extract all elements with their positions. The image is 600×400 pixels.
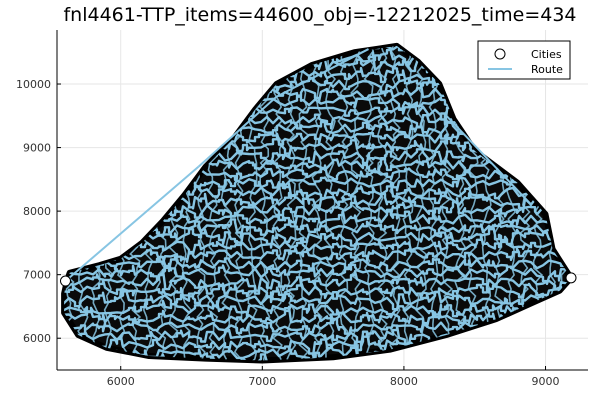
route-long-segment (445, 115, 533, 206)
route-path-segment (415, 45, 427, 361)
x-tick-label: 7000 (248, 375, 276, 388)
route-path-segment (64, 290, 571, 312)
city-point (59, 275, 71, 287)
route-path-segment (572, 30, 582, 366)
y-tick-label: 10000 (16, 78, 51, 91)
route-path-segment (388, 45, 401, 361)
route-path-segment (557, 45, 570, 361)
legend-cities-label: Cities (531, 48, 562, 61)
x-tick-label: 9000 (532, 375, 560, 388)
y-tick-label: 9000 (23, 142, 51, 155)
legend: Cities Route (477, 40, 571, 80)
route-path-segment (402, 45, 414, 361)
route-path-segment (376, 45, 389, 361)
route-path-segment (324, 45, 337, 361)
x-tick-label: 8000 (390, 375, 418, 388)
route-path-segment (349, 45, 362, 361)
y-tick-label: 7000 (23, 269, 51, 282)
legend-cities-marker (494, 48, 506, 60)
route-long-segment (276, 48, 369, 98)
route-path-segment (298, 45, 310, 361)
route-long-segment (64, 165, 200, 282)
chart-title: fnl4461-TTP_items=44600_obj=-12212025_ti… (63, 4, 576, 26)
x-tick-label: 6000 (107, 375, 135, 388)
axes (56, 30, 588, 371)
route-path-segment (428, 45, 439, 361)
route-long-segment (197, 95, 278, 168)
y-tick-label: 8000 (23, 205, 51, 218)
y-tick-label: 6000 (23, 332, 51, 345)
route-path-segment (64, 268, 571, 296)
route-path-segment (337, 45, 349, 361)
route-path-segment (285, 45, 297, 361)
tick-labels: 6000 7000 8000 9000 6000 7000 8000 9000 10000 (16, 78, 560, 388)
route-path-segment (64, 224, 571, 250)
highlighted-cities (59, 272, 577, 287)
legend-box (477, 40, 571, 80)
route-path-segment (363, 45, 375, 361)
city-point (565, 272, 577, 284)
route-path-segment (311, 45, 323, 361)
legend-route-label: Route (531, 63, 563, 76)
route-path-segment (544, 45, 557, 361)
